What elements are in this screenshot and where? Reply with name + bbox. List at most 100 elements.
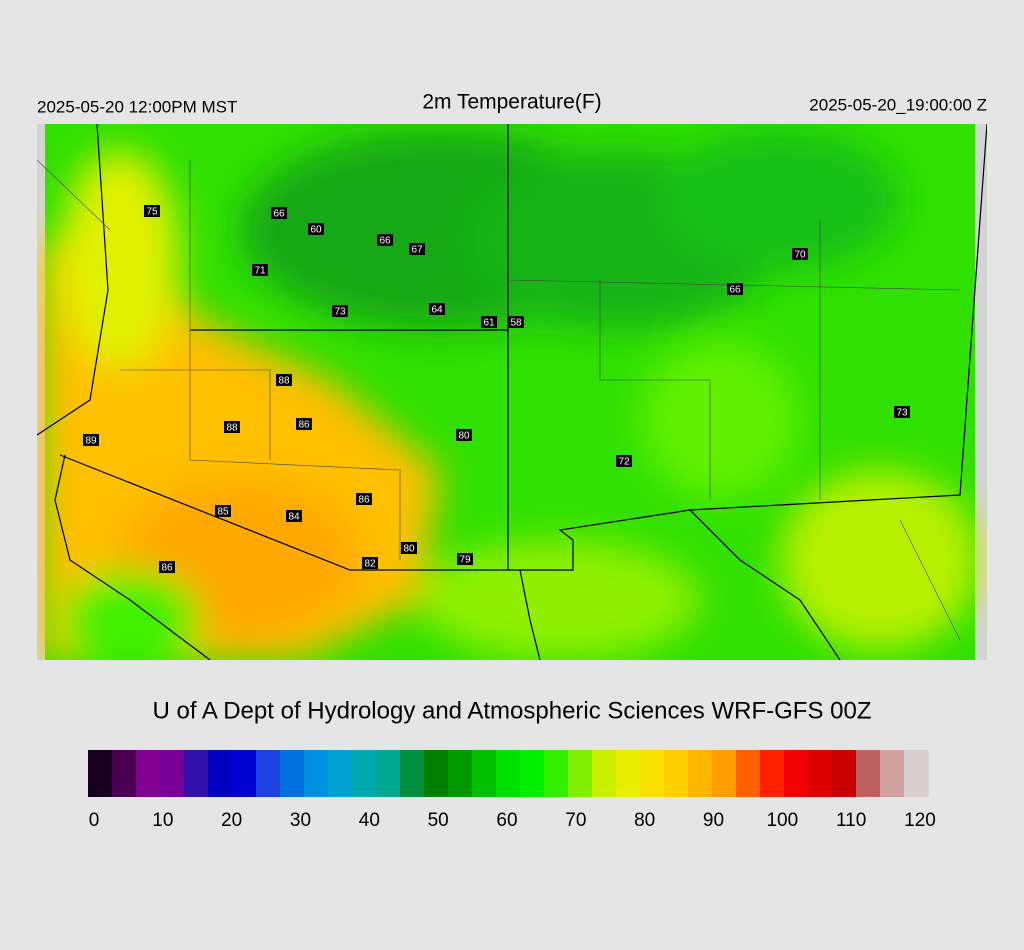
station-box <box>144 205 160 217</box>
station-box <box>508 316 524 328</box>
colorbar-tick-label: 10 <box>152 810 173 831</box>
station-box <box>362 557 378 569</box>
colorbar-swatch <box>88 750 113 797</box>
colorbar-swatch <box>160 750 185 797</box>
colorbar-tick-label: 90 <box>703 810 724 831</box>
map-title: 2m Temperature(F) <box>422 91 601 114</box>
station-value: 80 <box>458 431 470 442</box>
station-value: 88 <box>278 376 290 387</box>
valid-utc-time: 2025-05-20_19:00:00 Z <box>809 95 987 114</box>
station-box <box>481 316 497 328</box>
station-value: 80 <box>403 544 415 555</box>
station-value: 67 <box>411 245 423 256</box>
station-box <box>83 434 99 446</box>
colorbar-swatch <box>328 750 353 797</box>
station-box <box>894 406 910 418</box>
colorbar-swatch <box>592 750 617 797</box>
station-value: 75 <box>146 207 158 218</box>
colorbar-swatch <box>736 750 761 797</box>
valid-local-time: 2025-05-20 12:00PM MST <box>37 97 237 116</box>
station-box <box>377 234 393 246</box>
station-value: 88 <box>226 423 238 434</box>
colorbar-swatch <box>424 750 449 797</box>
colorbar-swatch <box>784 750 809 797</box>
station-box <box>224 421 240 433</box>
colorbar-tick-label: 60 <box>496 810 517 831</box>
station-value: 66 <box>729 285 741 296</box>
colorbar: 0 10 20 30 40 50 60 70 80 90 100 110 120 <box>88 750 936 831</box>
colorbar-swatch <box>880 750 905 797</box>
station-box <box>792 248 808 260</box>
station-value: 86 <box>298 420 310 431</box>
station-box <box>286 510 302 522</box>
colorbar-swatch <box>136 750 161 797</box>
colorbar-swatch <box>400 750 425 797</box>
station-box <box>308 223 324 235</box>
station-value: 64 <box>431 305 443 316</box>
colorbar-swatch <box>568 750 593 797</box>
colorbar-swatch <box>280 750 305 797</box>
colorbar-tick-label: 30 <box>290 810 311 831</box>
colorbar-tick-label: 50 <box>428 810 449 831</box>
station-value: 86 <box>161 563 173 574</box>
colorbar-swatch <box>496 750 521 797</box>
colorbar-swatch <box>304 750 329 797</box>
colorbar-swatch <box>688 750 713 797</box>
colorbar-swatch <box>904 750 929 797</box>
station-box <box>409 243 425 255</box>
station-value: 73 <box>334 307 346 318</box>
station-box <box>356 493 372 505</box>
colorbar-swatch <box>472 750 497 797</box>
station-box <box>401 542 417 554</box>
colorbar-swatch <box>232 750 257 797</box>
station-value: 61 <box>483 318 495 329</box>
station-value: 89 <box>85 436 97 447</box>
colorbar-swatch <box>208 750 233 797</box>
station-box <box>215 505 231 517</box>
colorbar-swatch <box>712 750 737 797</box>
colorbar-swatch <box>376 750 401 797</box>
station-box <box>456 429 472 441</box>
station-value: 79 <box>459 555 471 566</box>
station-box <box>296 418 312 430</box>
colorbar-swatch <box>856 750 881 797</box>
station-value: 72 <box>618 457 630 468</box>
colorbar-swatch <box>352 750 377 797</box>
colorbar-tick-label: 120 <box>904 810 936 831</box>
station-box <box>276 374 292 386</box>
colorbar-swatch <box>448 750 473 797</box>
station-value: 85 <box>217 507 229 518</box>
station-value: 58 <box>510 318 522 329</box>
colorbar-swatch <box>832 750 857 797</box>
station-value: 82 <box>364 559 376 570</box>
colorbar-swatch <box>640 750 665 797</box>
colorbar-tick-label: 80 <box>634 810 655 831</box>
station-value: 66 <box>379 236 391 247</box>
colorbar-tick-label: 0 <box>89 810 100 831</box>
colorbar-swatch <box>808 750 833 797</box>
colorbar-tick-label: 110 <box>836 810 866 831</box>
colorbar-tick-label: 40 <box>359 810 380 831</box>
station-box <box>457 553 473 565</box>
station-box <box>616 455 632 467</box>
colorbar-swatch <box>760 750 785 797</box>
station-box <box>252 264 268 276</box>
colorbar-swatch <box>664 750 689 797</box>
station-value: 84 <box>288 512 300 523</box>
colorbar-swatch <box>520 750 545 797</box>
colorbar-swatch <box>256 750 281 797</box>
colorbar-swatch <box>112 750 137 797</box>
station-value: 60 <box>310 225 322 236</box>
colorbar-tick-label: 20 <box>221 810 242 831</box>
colorbar-tick-label: 70 <box>565 810 586 831</box>
station-labels: 75 66 60 66 67 71 73 64 61 58 70 66 88 88 86 89 80 72 73 86… <box>83 205 910 574</box>
station-box <box>271 207 287 219</box>
colorbar-swatch <box>544 750 569 797</box>
colorbar-tick-label: 100 <box>766 810 798 831</box>
station-box <box>332 305 348 317</box>
map <box>37 124 987 660</box>
station-value: 86 <box>358 495 370 506</box>
station-value: 70 <box>794 250 806 261</box>
station-value: 73 <box>896 408 908 419</box>
